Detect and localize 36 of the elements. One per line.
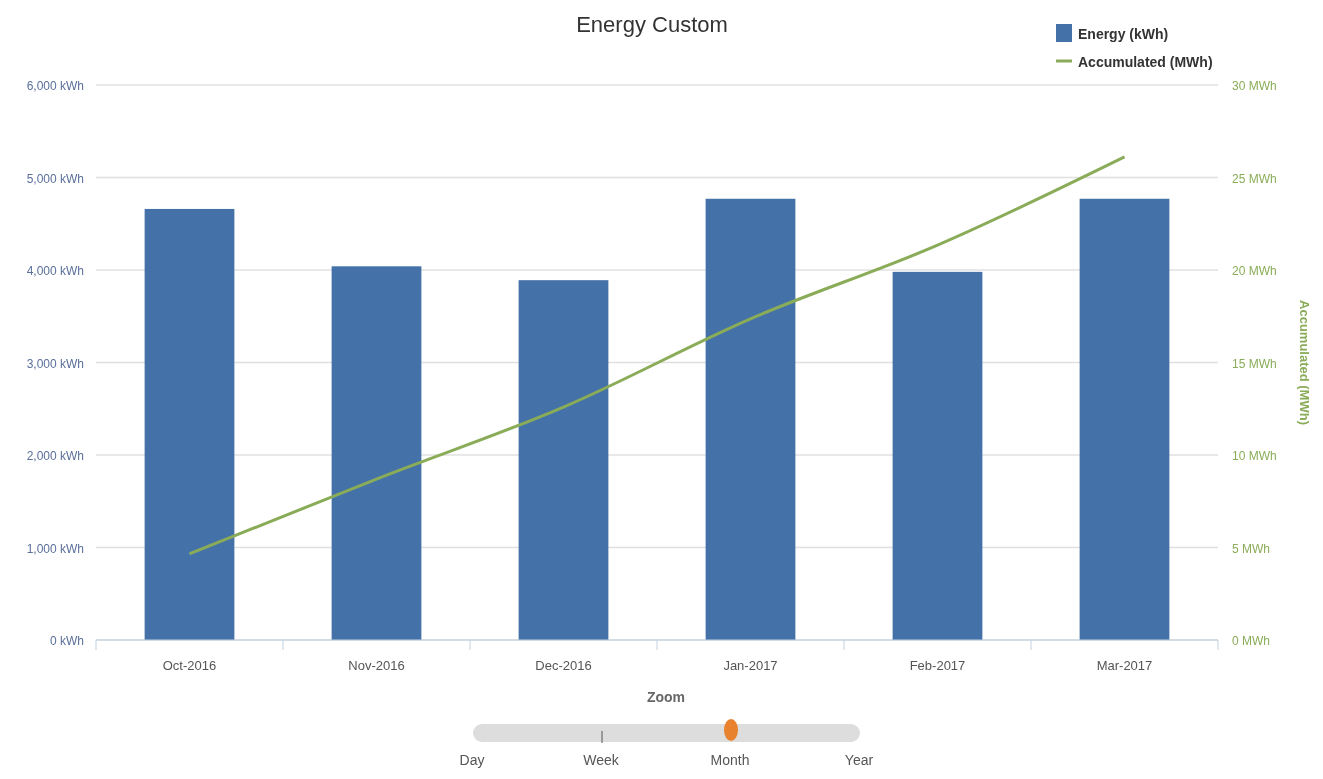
x-tick-label: Feb-2017 xyxy=(909,658,966,673)
text: Day xyxy=(459,752,485,768)
text: Zoom xyxy=(646,689,686,705)
x-tick-label: Nov-2016 xyxy=(348,658,405,673)
bar xyxy=(892,271,983,640)
bar xyxy=(705,198,796,640)
bar xyxy=(518,280,609,640)
legend-label: Energy (kWh) xyxy=(1078,26,1169,42)
y-tick-label: 5,000 kWh xyxy=(26,171,84,186)
y2-tick-label: 25 MWh xyxy=(1232,171,1277,186)
y-tick-label: 1,000 kWh xyxy=(26,541,84,556)
y-tick-label: 4,000 kWh xyxy=(26,264,84,278)
y2-tick-label: 30 MWh xyxy=(1232,79,1277,93)
y2-tick-label: 10 MWh xyxy=(1232,449,1277,463)
y-tick-label: 6,000 kWh xyxy=(26,79,84,93)
x-tick-label: Dec-2016 xyxy=(535,658,592,673)
legend-label: Accumulated (MWh) xyxy=(1078,54,1213,70)
text: Month xyxy=(710,752,750,768)
y2-tick-label: 5 MWh xyxy=(1232,541,1271,556)
y-tick-label: 2,000 kWh xyxy=(26,449,84,463)
chart-title: Energy Custom xyxy=(576,12,728,37)
text: Year xyxy=(844,752,874,768)
y-tick-label: 0 kWh xyxy=(49,634,84,648)
y2-tick-label: 20 MWh xyxy=(1232,264,1277,278)
line-series xyxy=(188,155,1126,556)
y2-axis-title: Accumulated (MWh) xyxy=(1297,300,1312,425)
x-tick-label: Jan-2017 xyxy=(723,658,778,673)
y2-tick-label: 15 MWh xyxy=(1232,356,1277,371)
text: Week xyxy=(583,752,620,768)
bar xyxy=(1079,198,1170,640)
x-tick-label: Mar-2017 xyxy=(1096,658,1153,673)
y2-tick-label: 0 MWh xyxy=(1232,634,1271,648)
y-tick-label: 3,000 kWh xyxy=(26,356,84,371)
x-tick-label: Oct-2016 xyxy=(162,658,217,673)
bar xyxy=(331,266,422,640)
bar xyxy=(144,208,235,640)
